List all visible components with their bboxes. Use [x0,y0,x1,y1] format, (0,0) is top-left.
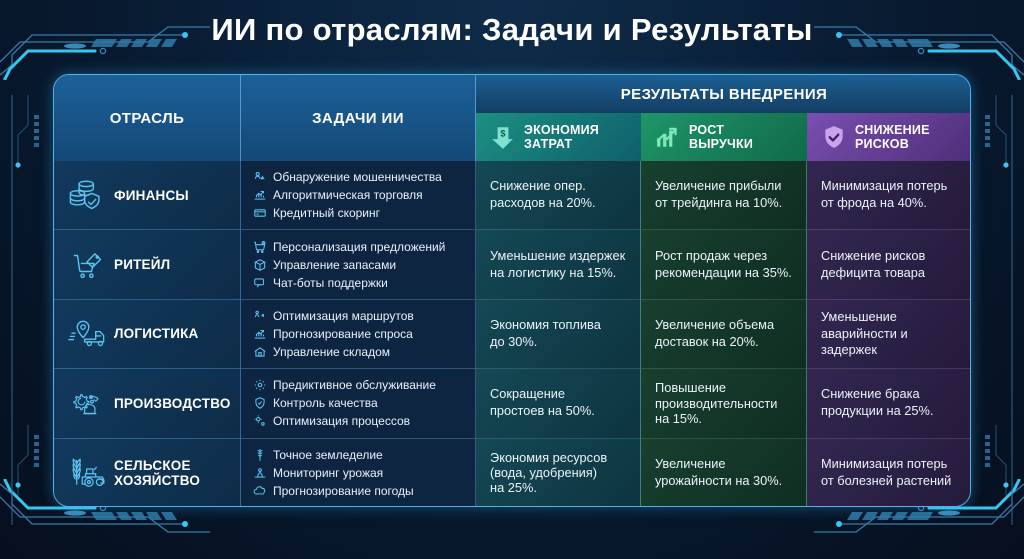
svg-text:$: $ [500,128,505,138]
